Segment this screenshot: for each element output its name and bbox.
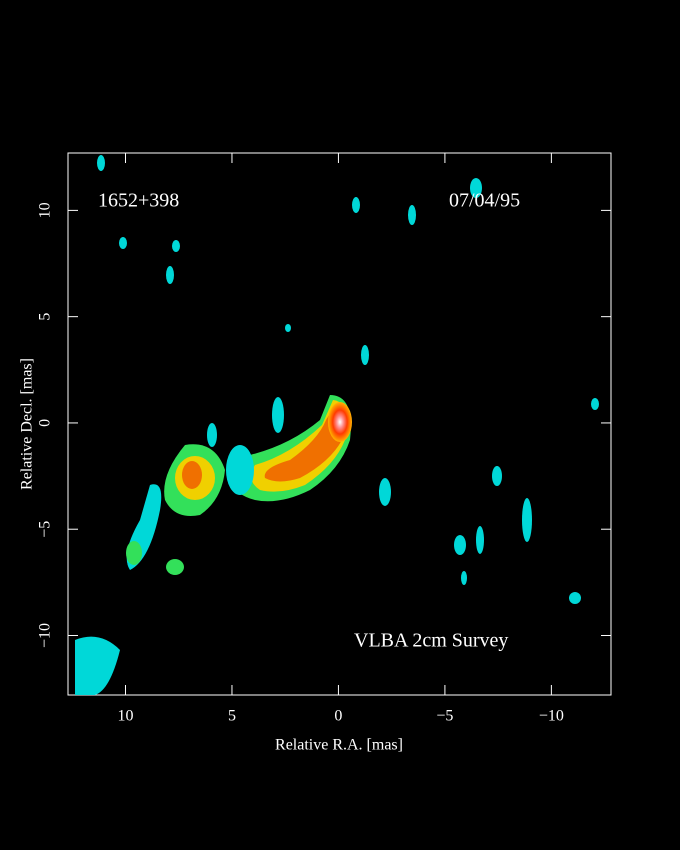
y-axis-label: Relative Decl. [mas]: [19, 358, 36, 490]
x-axis-label: Relative R.A. [mas]: [275, 737, 403, 754]
x-tick-label: −10: [539, 708, 564, 725]
y-tick-label: −10: [37, 623, 54, 648]
x-tick-label: 0: [334, 708, 342, 725]
y-tick-label: 5: [37, 313, 54, 321]
y-tick-label: 10: [37, 202, 54, 218]
y-tick-label: 0: [37, 419, 54, 427]
emission-map: [75, 155, 599, 695]
x-tick-label: 10: [117, 708, 133, 725]
x-tick-label: −5: [436, 708, 453, 725]
x-tick-label: 5: [228, 708, 236, 725]
y-tick-label: −5: [37, 521, 54, 538]
source-label: 1652+398: [98, 190, 179, 212]
survey-label: VLBA 2cm Survey: [354, 630, 508, 652]
date-label: 07/04/95: [449, 190, 520, 212]
